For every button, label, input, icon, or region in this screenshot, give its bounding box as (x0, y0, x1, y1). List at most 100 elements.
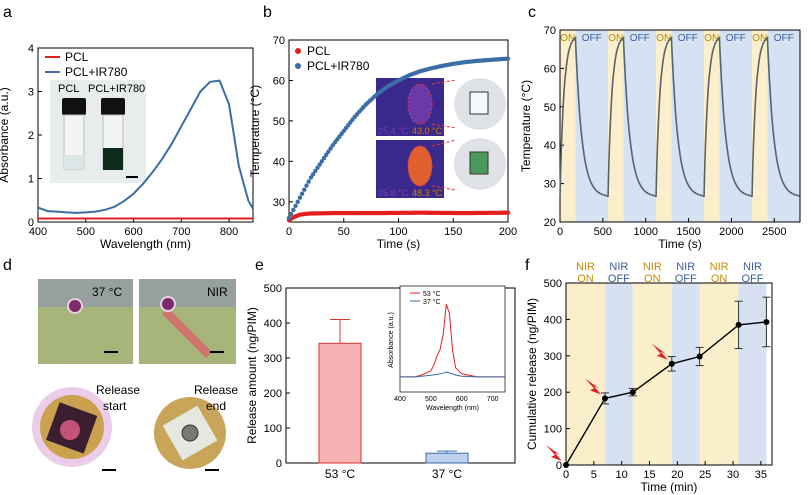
f-xtick-label: 5 (591, 469, 597, 481)
panel-label-e: e (255, 257, 264, 274)
c-off-label: OFF (678, 33, 698, 44)
c-on-band (752, 30, 768, 222)
a-ytick-label: 4 (28, 43, 34, 55)
f-band-off (671, 283, 700, 465)
c-ytick-label: 50 (544, 102, 556, 114)
c-on-label: ON (752, 33, 767, 44)
c-on-label: ON (704, 33, 719, 44)
c-temperature-curve (559, 36, 800, 198)
f-band-label: ON (711, 273, 728, 285)
f-laser-arrow (546, 445, 562, 461)
c-ytick-label: 70 (544, 25, 556, 37)
release-start-1: Release (96, 383, 140, 397)
f-point (668, 360, 675, 367)
b-point-pcl (505, 210, 511, 215)
c-xtick-label: 1500 (676, 226, 700, 238)
f-band-label: OFF (675, 273, 697, 285)
c-xlabel: Time (s) (658, 237, 702, 251)
c-xtick-label: 500 (594, 226, 612, 238)
e-inset-xlabel: Wavelength (nm) (426, 405, 479, 412)
f-band-on (566, 283, 605, 465)
b-ylabel: Temperature (°C) (248, 85, 262, 177)
f-xlabel: Time (min) (641, 480, 698, 494)
f-ytick-label: 500 (544, 278, 562, 290)
e-ytick-label: 300 (264, 353, 282, 365)
f-band-off (604, 283, 633, 465)
inset-label-pcl: PCL (58, 83, 79, 95)
f-band-off (738, 283, 767, 465)
panel-label-d: d (3, 257, 12, 274)
a-series-pcl-ir780 (37, 79, 254, 214)
c-on-band (608, 30, 624, 222)
c-xtick-label: 0 (557, 226, 563, 238)
a-legend-label: PCL+IR780 (65, 65, 128, 79)
f-band-label: NIR (609, 261, 628, 273)
thermal-temp-4: 48.3 °C (412, 188, 443, 198)
e-inset-xtick-label: 400 (394, 396, 406, 403)
b-legend-label: PCL+IR780 (307, 59, 370, 73)
f-band-label: ON (644, 273, 661, 285)
a-xtick-label: 700 (172, 226, 190, 238)
f-xtick-label: 10 (616, 469, 628, 481)
b-point-pcl-ir780 (297, 195, 303, 200)
b-ytick-label: 40 (273, 156, 285, 168)
f-ytick-label: 0 (556, 460, 562, 472)
f-point (601, 395, 608, 402)
thermal-temp-2: 43.0 °C (412, 126, 443, 136)
photo-label-37: 37 °C (92, 285, 122, 299)
c-on-band (560, 30, 576, 222)
f-point (629, 389, 636, 396)
f-laser-arrow (584, 378, 601, 395)
f-band-label: NIR (643, 261, 662, 273)
e-ytick-label: 400 (264, 318, 282, 330)
e-inset-ylabel: Absorbance (a.u.) (388, 312, 395, 368)
b-ytick-label: 60 (273, 75, 285, 87)
b-point-pcl-ir780 (299, 191, 305, 196)
f-band-label: NIR (743, 261, 762, 273)
b-point-pcl-ir780 (288, 211, 294, 217)
f-point (763, 318, 770, 325)
f-xtick-label: 30 (727, 469, 739, 481)
b-point-pcl-ir780 (319, 159, 325, 164)
c-off-label: OFF (630, 33, 650, 44)
e-bar-37c (425, 452, 469, 464)
panel-label-f: f (525, 257, 530, 274)
b-point-pcl-ir780 (310, 172, 316, 177)
b-point-pcl-ir780 (505, 56, 511, 61)
c-on-label: ON (560, 33, 575, 44)
f-laser-arrow (651, 343, 668, 360)
f-band-label: OFF (742, 273, 764, 285)
b-ytick-label: 70 (273, 35, 285, 47)
b-xtick-label: 150 (444, 226, 462, 238)
f-band-label: ON (577, 273, 594, 285)
panel-label-a: a (3, 4, 12, 21)
inset-label-pcl-ir780: PCL+IR780 (88, 83, 145, 95)
b-point-pcl-ir780 (286, 215, 292, 221)
c-on-band (656, 30, 672, 222)
thermal-inset (376, 78, 506, 198)
b-xlabel: Time (s) (377, 237, 421, 251)
panel-label-c: c (528, 4, 536, 21)
a-ylabel: Absorbance (a.u.) (0, 87, 11, 182)
e-ytick-label: 0 (276, 458, 282, 470)
a-xtick-label: 800 (220, 226, 238, 238)
c-off-label: OFF (774, 33, 794, 44)
photo-label-nir: NIR (207, 285, 228, 299)
a-legend-label: PCL (65, 50, 89, 64)
release-end-1: Release (194, 383, 238, 397)
b-point-pcl-ir780 (317, 162, 322, 167)
e-inset-legend-label: 53 °C (423, 290, 441, 298)
f-band-label: NIR (710, 261, 729, 273)
a-ytick-label: 0 (28, 217, 34, 229)
b-point-pcl-ir780 (321, 155, 327, 161)
f-xtick-label: 20 (671, 469, 683, 481)
c-ytick-label: 60 (544, 63, 556, 75)
a-ytick-label: 3 (28, 87, 34, 99)
c-xtick-label: 1000 (633, 226, 657, 238)
c-ylabel: Temperature (°C) (519, 80, 533, 172)
e-bar-53c (318, 342, 362, 464)
b-point-pcl-ir780 (328, 146, 333, 151)
b-point-pcl-ir780 (326, 149, 331, 154)
f-ytick-label: 400 (544, 314, 562, 326)
